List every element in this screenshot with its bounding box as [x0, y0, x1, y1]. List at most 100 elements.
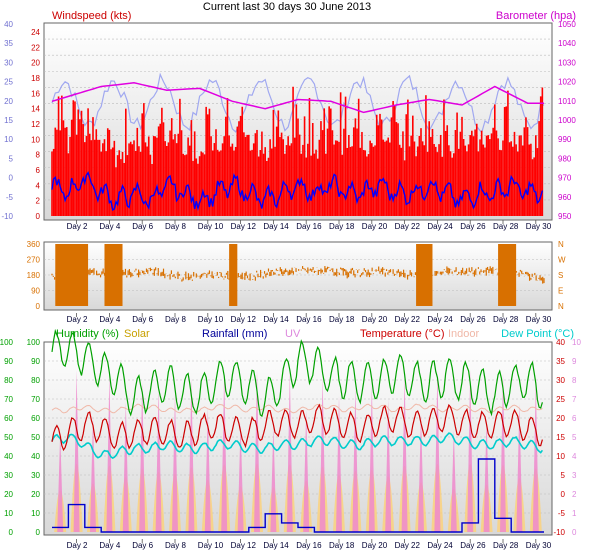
- day-label: Day 22: [395, 541, 421, 550]
- windspeed-tick: 24: [31, 28, 40, 37]
- day-label: Day 6: [132, 222, 153, 231]
- uv-tick: 10: [572, 338, 581, 347]
- day-label: Day 26: [460, 541, 486, 550]
- day-label: Day 28: [493, 222, 519, 231]
- humidity-outer-tick: 10: [4, 509, 13, 518]
- day-label: Day 12: [231, 315, 257, 324]
- humidity-tick: 70: [31, 395, 40, 404]
- temperature-tick: 15: [556, 433, 565, 442]
- day-label: Day 14: [263, 222, 289, 231]
- uv-spike: [221, 371, 228, 532]
- day-label: Day 14: [263, 541, 289, 550]
- compass-tick: S: [558, 271, 563, 280]
- direction-tick: 270: [27, 256, 41, 265]
- humidity-tick: 90: [31, 357, 40, 366]
- humidity-outer-tick: 90: [4, 357, 13, 366]
- uv-spike: [122, 401, 129, 532]
- wind-direction-block: [229, 244, 238, 306]
- windspeed-tick: 22: [31, 43, 40, 52]
- barometer-label: Barometer (hpa): [496, 10, 576, 22]
- light-axis-tick: 15: [4, 116, 13, 125]
- temperature-tick: 35: [556, 357, 565, 366]
- day-label: Day 8: [165, 222, 186, 231]
- windspeed-tick: 10: [31, 135, 40, 144]
- day-label: Day 2: [67, 222, 88, 231]
- windspeed-tick: 20: [31, 59, 40, 68]
- humidity-label: Humidity (%): [56, 328, 119, 340]
- uv-tick: 4: [572, 452, 577, 461]
- light-axis-tick: 25: [4, 78, 13, 87]
- indoor-line: [51, 403, 543, 414]
- humidity-outer-tick: 20: [4, 490, 13, 499]
- temperature-tick: 40: [556, 338, 565, 347]
- temperature-tick: 10: [556, 452, 565, 461]
- light-axis-tick: 10: [4, 135, 13, 144]
- day-label: Day 18: [329, 541, 355, 550]
- temperature-tick: 5: [561, 471, 566, 480]
- day-label: Day 26: [460, 222, 486, 231]
- uv-spike: [237, 423, 244, 532]
- day-label: Day 18: [329, 222, 355, 231]
- compass-tick: N: [558, 240, 564, 249]
- uv-spike: [467, 369, 474, 532]
- indoor-label: Indoor: [448, 328, 480, 340]
- barometer-tick: 1040: [558, 39, 576, 48]
- day-label: Day 6: [132, 541, 153, 550]
- uv-spike: [57, 432, 64, 532]
- uv-spike: [483, 419, 490, 532]
- uv-tick: 9: [572, 357, 577, 366]
- uv-tick: 2: [572, 490, 577, 499]
- windspeed-tick: 14: [31, 105, 40, 114]
- humidity-outer-tick: 30: [4, 471, 13, 480]
- humidity-tick: 10: [31, 509, 40, 518]
- temperature-tick: -10: [553, 528, 565, 537]
- day-label: Day 22: [395, 315, 421, 324]
- wind-direction-block: [498, 244, 517, 306]
- day-label: Day 12: [231, 222, 257, 231]
- wind-direction-block: [416, 244, 433, 306]
- light-axis-tick: 30: [4, 58, 13, 67]
- uv-spike: [286, 371, 293, 532]
- uv-spike: [270, 425, 277, 532]
- temperature-label: Temperature (°C): [360, 328, 444, 340]
- direction-tick: 90: [31, 287, 40, 296]
- panel1-series: [51, 72, 545, 216]
- temperature-tick: 20: [556, 414, 565, 423]
- uv-spike: [254, 369, 260, 532]
- windspeed-tick: 8: [36, 151, 41, 160]
- day-label: Day 20: [362, 222, 388, 231]
- panel2-series: [51, 244, 545, 306]
- chart-title: Current last 30 days 30 June 2013: [203, 1, 371, 13]
- barometer-tick: 990: [558, 135, 572, 144]
- day-label: Day 20: [362, 541, 388, 550]
- temperature-tick: -5: [558, 509, 566, 518]
- barometer-tick: 1050: [558, 20, 576, 29]
- day-label: Day 4: [99, 222, 120, 231]
- panel2-background: [43, 241, 553, 311]
- uv-spike: [401, 375, 408, 532]
- humidity-outer-tick: 60: [4, 414, 13, 423]
- uv-spike: [319, 377, 326, 532]
- light-wind-trace: [51, 72, 545, 134]
- barometer-line: [51, 82, 544, 114]
- humidity-outer-tick: 0: [9, 528, 14, 537]
- direction-tick: 180: [27, 271, 41, 280]
- humidity-outer-tick: 100: [0, 338, 14, 347]
- humidity-tick: 0: [36, 528, 41, 537]
- uv-spike: [385, 399, 392, 532]
- uv-tick: 5: [572, 433, 577, 442]
- humidity-outer-tick: 80: [4, 376, 13, 385]
- uv-spike: [90, 416, 96, 532]
- day-label: Day 10: [198, 315, 224, 324]
- uv-spike: [172, 393, 178, 532]
- light-axis-tick: -10: [1, 212, 13, 221]
- day-label: Day 6: [132, 315, 153, 324]
- uv-spike: [139, 382, 146, 532]
- windspeed-tick: 2: [36, 197, 41, 206]
- windspeed-label: Windspeed (kts): [52, 10, 131, 22]
- uv-spike: [155, 388, 162, 532]
- barometer-tick: 970: [558, 174, 572, 183]
- uv-spike: [450, 430, 457, 532]
